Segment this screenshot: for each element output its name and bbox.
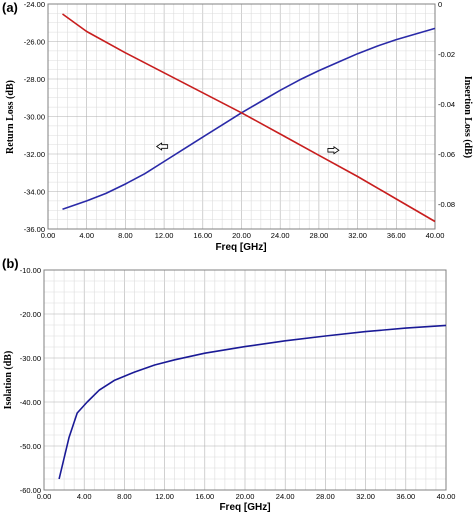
x-tick-label: 20.00 xyxy=(232,231,251,240)
y-tick-label: -24.00 xyxy=(24,0,45,9)
x-tick-label: 4.00 xyxy=(79,231,94,240)
y-tick-label: -34.00 xyxy=(24,188,45,197)
y-tick-label: -60.00 xyxy=(20,486,41,495)
left-arrow-icon xyxy=(155,142,169,151)
x-tick-label: 0.00 xyxy=(41,231,56,240)
y-tick-labels-a: -24.00 -26.00 -28.00 -30.00 -32.00 -34.00 -36.… xyxy=(24,0,45,234)
x-tick-label: 32.00 xyxy=(356,492,375,501)
y-tick-label: -32.00 xyxy=(24,150,45,159)
x-tick-label: 28.00 xyxy=(316,492,335,501)
x-tick-label: 32.00 xyxy=(348,231,367,240)
chart-a: (a) 0.00 4.00 8.00 12.00 16.00 20.00 24.00 28.0… xyxy=(2,0,473,253)
series-b xyxy=(58,324,447,480)
x-tick-label: 20.00 xyxy=(236,492,255,501)
y2-tick-label: 0 xyxy=(438,0,442,9)
x-tick-label: 0.00 xyxy=(37,492,52,501)
x-axis-label-b: Freq [GHz] xyxy=(219,502,270,513)
annotations-a xyxy=(155,142,340,155)
x-tick-labels-a: 0.00 4.00 8.00 12.00 16.00 20.00 24.00 28.00 32.… xyxy=(41,231,445,240)
y2-axis-label-a: Insertion Loss (dB) xyxy=(462,76,473,158)
plot-frame-b xyxy=(43,269,447,491)
y-tick-label: -30.00 xyxy=(24,113,45,122)
y-axis-label-b: Isolation (dB) xyxy=(3,351,14,410)
panel-label-a: (a) xyxy=(2,0,18,15)
series-line-return-loss xyxy=(62,27,436,211)
y-tick-label: -36.00 xyxy=(24,225,45,234)
x-tick-label: 40.00 xyxy=(437,492,456,501)
plot-frame-a xyxy=(47,3,436,230)
y-tick-label: -50.00 xyxy=(20,442,41,451)
x-tick-label: 4.00 xyxy=(77,492,92,501)
x-tick-label: 12.00 xyxy=(155,492,174,501)
y-tick-label: -20.00 xyxy=(20,310,41,319)
y2-tick-labels-a: 0 -0.02 -0.04 -0.06 -0.08 xyxy=(438,0,455,209)
x-tick-label: 28.00 xyxy=(310,231,329,240)
x-tick-label: 8.00 xyxy=(118,231,133,240)
series-line-insertion-loss xyxy=(62,13,436,223)
x-axis-label-a: Freq [GHz] xyxy=(215,242,266,253)
y-tick-labels-b: -10.00 -20.00 -30.00 -40.00 -50.00 -60.00 xyxy=(20,266,41,495)
grid-b xyxy=(44,270,446,490)
grid-a xyxy=(48,4,435,229)
y-tick-label: -40.00 xyxy=(20,398,41,407)
x-tick-label: 24.00 xyxy=(276,492,295,501)
y-tick-label: -30.00 xyxy=(20,354,41,363)
y-axis-label-a: Return Loss (dB) xyxy=(5,80,16,154)
x-tick-label: 36.00 xyxy=(387,231,406,240)
x-tick-label: 8.00 xyxy=(117,492,132,501)
x-tick-label: 40.00 xyxy=(426,231,445,240)
y2-tick-label: -0.04 xyxy=(438,100,455,109)
y-tick-label: -28.00 xyxy=(24,75,45,84)
x-tick-label: 16.00 xyxy=(193,231,212,240)
x-tick-labels-b: 0.00 4.00 8.00 12.00 16.00 20.00 24.00 28.00 32.… xyxy=(37,492,456,501)
panel-label-b: (b) xyxy=(2,256,19,271)
x-tick-label: 24.00 xyxy=(271,231,290,240)
y2-tick-label: -0.02 xyxy=(438,50,455,59)
x-tick-label: 12.00 xyxy=(155,231,174,240)
y2-tick-label: -0.06 xyxy=(438,150,455,159)
y-tick-label: -26.00 xyxy=(24,38,45,47)
series-a xyxy=(62,13,436,223)
y-tick-label: -10.00 xyxy=(20,266,41,275)
right-arrow-icon xyxy=(327,145,340,155)
x-tick-label: 16.00 xyxy=(195,492,214,501)
series-line-isolation xyxy=(58,324,447,480)
chart-b: (b) 0.00 4.00 8.00 12.00 16.00 20.00 24.00 28.0… xyxy=(2,256,455,513)
y2-tick-label: -0.08 xyxy=(438,200,455,209)
x-tick-label: 36.00 xyxy=(396,492,415,501)
